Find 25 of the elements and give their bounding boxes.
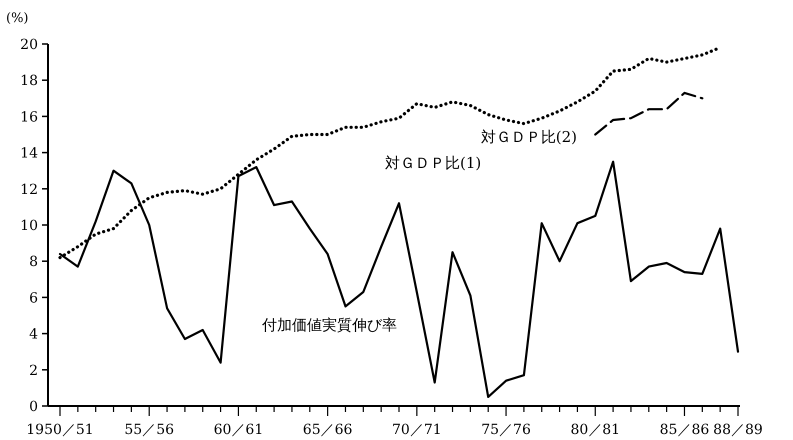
y-tick-label: 10 [20, 218, 38, 234]
series-label: 付加価値実質伸び率 [261, 316, 397, 334]
x-tick-label: 70／71 [392, 422, 442, 438]
x-tick-label: 75／76 [481, 422, 531, 438]
y-tick-label: 18 [20, 73, 38, 90]
y-axis-title: (%) [6, 11, 28, 26]
x-tick-label: 60／61 [214, 422, 264, 438]
x-tick-label: 80／81 [570, 422, 620, 438]
y-tick-label: 8 [29, 254, 38, 270]
x-tick-label: 65／66 [302, 422, 353, 438]
x-tick-label: 55／56 [124, 422, 174, 438]
x-tick-label: 85／86 [660, 422, 710, 438]
x-tick-label: 1950／51 [26, 422, 94, 438]
x-tick-label: 88／89 [713, 422, 763, 438]
text: 対ＧＤＰ比(1) [385, 154, 482, 172]
y-tick-label: 0 [29, 399, 38, 415]
y-tick-label: 20 [20, 37, 38, 53]
series-label: 対ＧＤＰ比(2) [480, 128, 577, 146]
y-tick-label: 14 [20, 146, 38, 162]
line-series [594, 92, 704, 136]
y-tick-label: 12 [20, 182, 38, 198]
y-tick-label: 16 [20, 109, 38, 126]
y-tick-label: 6 [29, 290, 38, 306]
y-tick-label: 4 [29, 326, 38, 343]
y-tick-label: 2 [29, 362, 38, 379]
